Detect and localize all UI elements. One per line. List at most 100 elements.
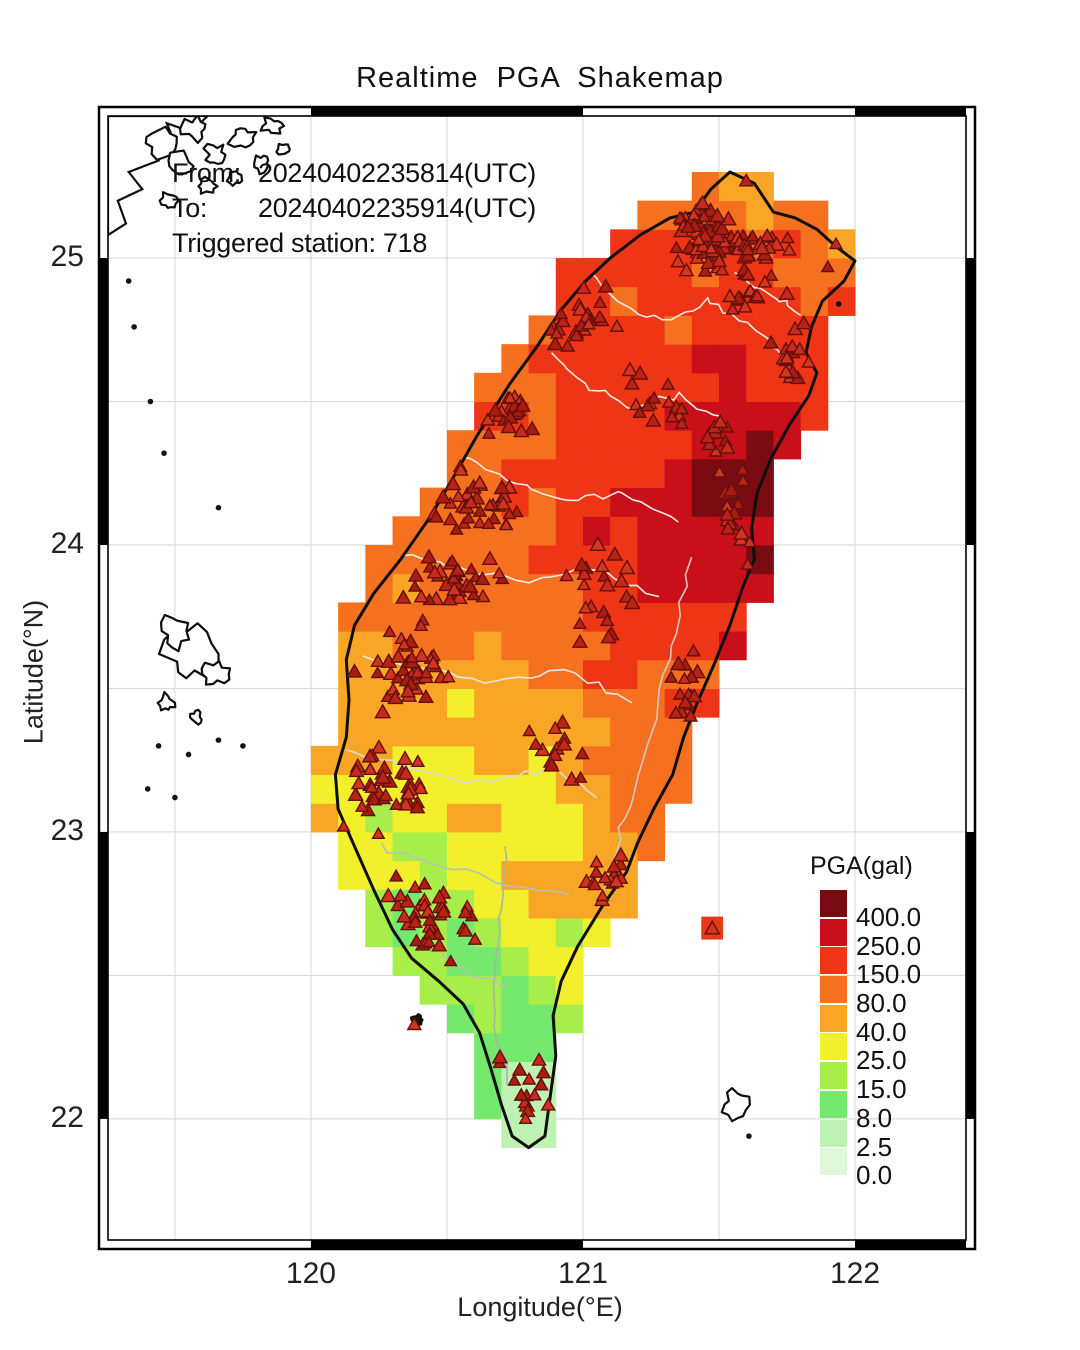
- islet-dot: [125, 278, 132, 284]
- frame-band-right: [966, 107, 975, 1249]
- station-triangle: [361, 747, 379, 763]
- station-triangle: [431, 888, 448, 904]
- islet-dot: [746, 1133, 752, 1139]
- station-triangle: [605, 858, 623, 873]
- legend-value-label: 15.0: [856, 1074, 907, 1105]
- pga-cell: [555, 688, 584, 718]
- pga-cell: [555, 516, 584, 546]
- island-outline: [188, 708, 203, 726]
- pga-cell: [474, 602, 502, 632]
- county-boundary-line: [492, 846, 509, 1085]
- pga-cell: [691, 372, 720, 403]
- legend-value-label: 0.0: [856, 1160, 893, 1191]
- pga-cell: [691, 315, 720, 345]
- pga-cell: [501, 717, 530, 747]
- station-triangle: [531, 1052, 547, 1066]
- pga-cell: [664, 344, 693, 374]
- station-triangle: [388, 868, 404, 882]
- station-triangle: [379, 887, 397, 903]
- pga-cell: [637, 286, 666, 316]
- station-triangle: [410, 754, 426, 767]
- pga-cell: [446, 803, 475, 833]
- station-triangle: [745, 229, 760, 242]
- pga-cell: [637, 803, 666, 833]
- pga-cell: [610, 745, 638, 776]
- county-boundary-line: [457, 455, 679, 523]
- station-triangle: [573, 556, 591, 572]
- station-triangle: [491, 566, 506, 579]
- station-triangle: [509, 504, 524, 518]
- x-tick-label: 122: [829, 1257, 881, 1290]
- station-triangle: [572, 300, 589, 316]
- legend-value-label: 400.0: [856, 902, 922, 932]
- station-triangle: [523, 420, 541, 436]
- legend-value-label: 8.0: [856, 1102, 893, 1133]
- station-triangle: [406, 1016, 422, 1031]
- station-triangle: [708, 444, 724, 457]
- islet-dot: [131, 324, 137, 330]
- x-tick-label: 121: [557, 1257, 608, 1290]
- pga-cell: [582, 487, 611, 517]
- pga-cell: [637, 631, 666, 661]
- pga-cell: [310, 803, 339, 833]
- station-triangle: [390, 648, 407, 663]
- legend-swatch: [820, 1004, 847, 1032]
- to-value: 20240402235914(UTC): [258, 193, 536, 223]
- station-triangle: [472, 515, 487, 529]
- map-frame-zebra-border: [97, 105, 977, 1251]
- station-triangle: [410, 664, 426, 679]
- station-triangle: [587, 876, 603, 891]
- station-triangle: [737, 298, 753, 313]
- station-triangle: [778, 285, 796, 300]
- pga-cell: [582, 401, 611, 431]
- station-triangle: [578, 600, 594, 614]
- station-triangle: [431, 937, 448, 952]
- pga-cell: [474, 745, 502, 776]
- station-triangle: [413, 618, 429, 631]
- pga-cell: [528, 918, 557, 948]
- station-triangle: [753, 239, 771, 255]
- pga-cell: [555, 258, 584, 288]
- pga-cell: [637, 745, 666, 776]
- pga-cell: [501, 1004, 530, 1034]
- station-triangle: [828, 236, 844, 250]
- legend-row: 8.0: [798, 1090, 983, 1133]
- station-triangle: [613, 572, 630, 588]
- island-outline: [159, 613, 191, 653]
- legend-row: 150.0: [798, 946, 983, 989]
- pga-cell: [718, 631, 747, 661]
- station-triangle: [719, 506, 736, 521]
- station-triangle: [742, 535, 757, 548]
- frame-zebra-segment: [99, 831, 108, 1119]
- pga-cell: [637, 458, 666, 489]
- annotation-triggered: Triggered station: 718: [172, 226, 536, 261]
- station-triangle: [631, 364, 649, 380]
- station-triangle: [740, 242, 755, 256]
- island-outline: [156, 690, 177, 712]
- station-triangle: [618, 559, 636, 575]
- station-triangle: [592, 295, 608, 308]
- station-triangle: [589, 535, 607, 551]
- pga-cell: [555, 659, 584, 689]
- pga-cell: [419, 946, 448, 976]
- station-triangle: [597, 870, 613, 884]
- pga-cell: [746, 171, 774, 202]
- pga-cell: [501, 889, 530, 919]
- station-triangle: [397, 637, 412, 650]
- station-triangle: [451, 489, 466, 502]
- islet-dot: [835, 301, 842, 307]
- pga-cell: [637, 774, 666, 804]
- station-triangle: [703, 919, 721, 935]
- x-axis-label: Longitude(°E): [457, 1292, 623, 1322]
- pga-cell: [610, 487, 638, 517]
- station-triangle: [546, 335, 564, 351]
- pga-cell: [365, 860, 394, 890]
- pga-cell: [446, 631, 475, 661]
- station-triangle: [749, 288, 765, 302]
- pga-cell: [392, 516, 421, 546]
- station-triangle: [713, 219, 731, 235]
- pga-cell: [746, 430, 774, 460]
- station-triangle: [697, 263, 713, 277]
- station-triangle: [382, 665, 400, 680]
- station-triangle: [664, 409, 680, 423]
